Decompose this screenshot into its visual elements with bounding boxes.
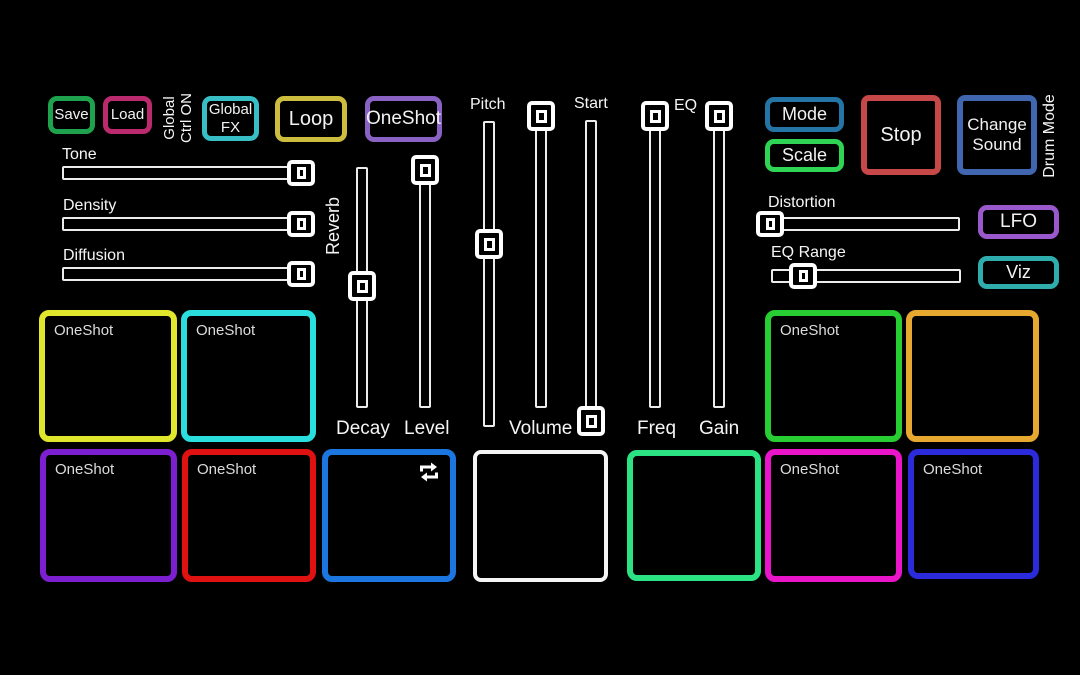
pad-cyan-label: OneShot (196, 322, 256, 339)
pad-orange[interactable] (906, 310, 1039, 442)
oneshot-mode-button-label: OneShot (366, 108, 441, 130)
eq-group-label: EQ (674, 97, 698, 114)
change-sound-button[interactable]: Change Sound (957, 95, 1037, 175)
gain-slider-handle[interactable] (705, 101, 733, 131)
volume-slider-label: Volume (509, 418, 573, 439)
pad-yellow-label: OneShot (54, 322, 114, 339)
pitch-slider-label: Pitch (470, 96, 506, 113)
start-slider-handle-inner (585, 414, 597, 428)
drum-mode-status-label: Drum Mode (1040, 94, 1058, 178)
level-slider-handle-inner (419, 163, 431, 177)
load-button[interactable]: Load (103, 96, 152, 134)
decay-slider-label: Decay (336, 418, 390, 439)
pitch-slider-handle[interactable] (475, 229, 503, 259)
freq-slider-label: Freq (637, 418, 677, 439)
repeat-icon (416, 461, 442, 487)
distortion-slider-label: Distortion (768, 194, 836, 211)
save-button[interactable]: Save (48, 96, 95, 134)
decay-slider-handle-inner (356, 279, 368, 293)
diffusion-slider-handle[interactable] (287, 261, 315, 287)
save-button-label: Save (54, 106, 89, 124)
loop-button-label: Loop (288, 107, 334, 130)
eq-range-slider-label: EQ Range (771, 244, 846, 261)
start-slider-label: Start (574, 95, 608, 112)
density-slider-track[interactable] (62, 217, 315, 231)
density-slider-label: Density (63, 197, 117, 214)
pad-green[interactable]: OneShot (765, 310, 902, 442)
pitch-slider-track[interactable] (483, 121, 495, 427)
pad-yellow[interactable]: OneShot (39, 310, 177, 442)
density-slider-handle[interactable] (287, 211, 315, 237)
level-slider-handle[interactable] (411, 155, 439, 185)
pad-magenta[interactable]: OneShot (765, 449, 902, 582)
density-slider-handle-inner (296, 218, 306, 230)
mode-button-label: Mode (781, 104, 828, 125)
eq-range-slider-handle[interactable] (789, 263, 817, 289)
pad-red[interactable]: OneShot (182, 449, 316, 582)
reverb-group-label: Reverb (322, 196, 343, 256)
freq-slider-handle-inner (649, 109, 661, 123)
pad-magenta-label: OneShot (780, 461, 840, 478)
tone-slider-handle[interactable] (287, 160, 315, 186)
pad-spring-green[interactable] (627, 450, 761, 581)
loop-button[interactable]: Loop (275, 96, 347, 142)
lfo-button[interactable]: LFO (978, 205, 1059, 239)
diffusion-slider-label: Diffusion (63, 247, 125, 264)
distortion-slider-handle-inner (765, 218, 775, 230)
gain-slider-track[interactable] (713, 114, 725, 408)
pad-blue-loop[interactable] (322, 449, 456, 582)
diffusion-slider-handle-inner (296, 268, 306, 280)
stop-button-label: Stop (880, 123, 922, 146)
distortion-slider-track[interactable] (760, 217, 960, 231)
eq-range-slider-track[interactable] (771, 269, 961, 283)
change-sound-button-label: Change Sound (967, 115, 1027, 154)
volume-slider-handle-inner (535, 109, 547, 123)
gain-slider-handle-inner (713, 109, 725, 123)
tone-slider-handle-inner (296, 167, 306, 179)
pad-purple-label: OneShot (55, 461, 115, 478)
gain-slider-label: Gain (699, 418, 740, 439)
global-fx-button-label: Global FX (208, 101, 253, 136)
pad-cyan[interactable]: OneShot (181, 310, 316, 442)
oneshot-mode-button[interactable]: OneShot (365, 96, 442, 142)
level-slider-track[interactable] (419, 167, 431, 408)
stop-button[interactable]: Stop (861, 95, 941, 175)
volume-slider-handle[interactable] (527, 101, 555, 131)
viz-button-label: Viz (1006, 262, 1031, 283)
mode-button[interactable]: Mode (765, 97, 844, 132)
viz-button[interactable]: Viz (978, 256, 1059, 289)
load-button-label: Load (110, 106, 145, 124)
global-fx-button[interactable]: Global FX (202, 96, 259, 141)
scale-button[interactable]: Scale (765, 139, 844, 172)
pad-red-label: OneShot (197, 461, 257, 478)
pad-green-label: OneShot (780, 322, 840, 339)
pad-white[interactable] (473, 450, 608, 582)
global-ctrl-status-label: Global Ctrl ON (160, 93, 195, 143)
start-slider-handle[interactable] (577, 406, 605, 436)
lfo-button-label: LFO (1000, 211, 1037, 233)
freq-slider-handle[interactable] (641, 101, 669, 131)
level-slider-label: Level (404, 418, 450, 439)
volume-slider-track[interactable] (535, 114, 547, 408)
diffusion-slider-track[interactable] (62, 267, 315, 281)
scale-button-label: Scale (781, 145, 828, 166)
pad-blue[interactable]: OneShot (908, 449, 1039, 579)
freq-slider-track[interactable] (649, 114, 661, 408)
decay-slider-handle[interactable] (348, 271, 376, 301)
distortion-slider-handle[interactable] (756, 211, 784, 237)
pitch-slider-handle-inner (483, 237, 495, 251)
start-slider-track[interactable] (585, 120, 597, 409)
pad-purple[interactable]: OneShot (40, 449, 177, 582)
tone-slider-label: Tone (62, 146, 97, 163)
eq-range-slider-handle-inner (798, 270, 808, 282)
pad-blue-label: OneShot (923, 461, 983, 478)
tone-slider-track[interactable] (62, 166, 315, 180)
